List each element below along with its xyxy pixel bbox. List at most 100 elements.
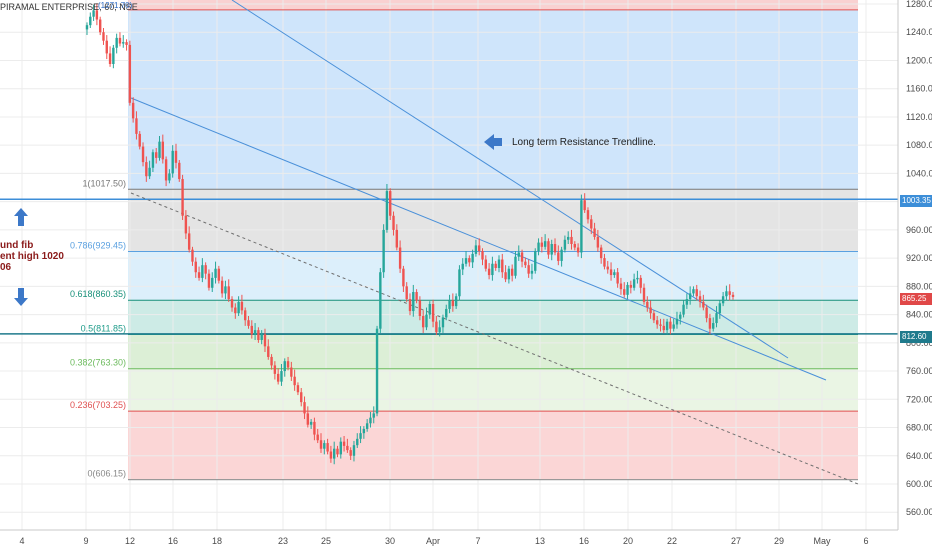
candle-148 xyxy=(573,241,576,251)
candle-36 xyxy=(204,262,207,280)
chart-grid xyxy=(0,0,898,530)
candle-63 xyxy=(293,369,296,391)
candle-91 xyxy=(385,184,389,233)
up-arrow-icon xyxy=(14,208,28,226)
candle-44 xyxy=(230,296,234,312)
candle-0 xyxy=(85,22,89,36)
candle-65 xyxy=(300,388,303,407)
candle-90 xyxy=(382,224,385,278)
candle-9 xyxy=(115,33,118,54)
candle-38 xyxy=(211,272,214,292)
candle-165 xyxy=(629,280,633,294)
candle-66 xyxy=(303,396,306,420)
candle-14 xyxy=(131,97,135,123)
candle-87 xyxy=(372,406,375,424)
candle-196 xyxy=(731,292,735,300)
candle-160 xyxy=(613,269,616,278)
price-tick-2: 1200.00 xyxy=(906,55,932,65)
candle-125 xyxy=(497,255,501,273)
candle-82 xyxy=(356,433,359,448)
candle-92 xyxy=(389,188,392,220)
symbol-title: PIRAMAL ENTERPRISE, 60, NSE xyxy=(0,2,138,12)
candle-32 xyxy=(191,246,194,266)
candle-164 xyxy=(626,282,629,300)
time-tick-16: May xyxy=(813,536,831,546)
price-tick-0: 1280.00 xyxy=(906,0,932,9)
fib-label-3: 0.5(811.85) xyxy=(81,323,126,333)
candle-80 xyxy=(349,447,352,460)
left-note-line-1: und fib xyxy=(0,240,34,251)
candle-110 xyxy=(448,294,451,314)
candle-149 xyxy=(576,243,580,257)
fib-zone-5 xyxy=(128,334,858,369)
candle-46 xyxy=(237,296,240,316)
candle-139 xyxy=(543,234,547,250)
candle-104 xyxy=(428,301,431,319)
candle-3 xyxy=(95,3,99,26)
candle-153 xyxy=(590,215,593,235)
candle-78 xyxy=(342,436,346,452)
candle-141 xyxy=(550,239,553,261)
candle-169 xyxy=(642,283,646,305)
candle-174 xyxy=(659,318,662,332)
candle-138 xyxy=(540,236,544,253)
candle-55 xyxy=(267,339,270,360)
candle-96 xyxy=(402,265,405,292)
candle-115 xyxy=(464,251,468,267)
candle-52 xyxy=(257,327,260,343)
left-note-line-2: ent high 1020 xyxy=(0,251,64,262)
candle-113 xyxy=(458,265,461,301)
resistance-trendline-long xyxy=(231,0,789,359)
fib-label-2: 0.618(860.35) xyxy=(70,289,126,299)
candle-95 xyxy=(398,240,402,273)
price-tick-3: 1160.00 xyxy=(906,84,932,94)
candle-155 xyxy=(596,229,600,252)
time-tick-1: 9 xyxy=(83,536,88,546)
candle-64 xyxy=(296,382,300,396)
candle-39 xyxy=(214,261,217,284)
candle-15 xyxy=(135,111,138,140)
candle-17 xyxy=(141,142,145,167)
fib-zone-0 xyxy=(128,0,858,10)
time-tick-6: 25 xyxy=(321,536,331,546)
candle-157 xyxy=(603,253,606,270)
candle-37 xyxy=(207,269,211,291)
candle-151 xyxy=(583,193,586,213)
candle-58 xyxy=(276,368,280,385)
candlesticks xyxy=(85,3,735,465)
price-axis: 1280.00 1240.00 1200.00 1160.00 1120.00 1080.… xyxy=(897,0,932,550)
candle-1 xyxy=(89,12,92,28)
candle-129 xyxy=(510,264,514,282)
candle-179 xyxy=(675,311,679,329)
candle-168 xyxy=(639,275,642,294)
candle-185 xyxy=(695,284,698,301)
candle-33 xyxy=(194,257,197,278)
candle-194 xyxy=(725,285,728,301)
candle-62 xyxy=(290,361,293,381)
candle-29 xyxy=(181,174,184,220)
candle-22 xyxy=(158,136,161,161)
candle-26 xyxy=(171,145,174,178)
candle-130 xyxy=(514,251,517,279)
candle-116 xyxy=(468,255,471,267)
candle-84 xyxy=(362,426,366,439)
candle-98 xyxy=(408,293,412,316)
candle-12 xyxy=(125,39,128,51)
candle-136 xyxy=(534,248,537,274)
candle-159 xyxy=(609,262,613,281)
candle-48 xyxy=(244,307,247,326)
fib-zone-3 xyxy=(128,251,858,301)
candle-99 xyxy=(412,284,415,317)
time-tick-0: 4 xyxy=(19,536,24,546)
candle-193 xyxy=(721,292,725,307)
candle-127 xyxy=(504,265,507,283)
price-tag-last: 865.25 xyxy=(900,293,932,305)
candle-60 xyxy=(283,358,286,377)
price-tag-1003: 1003.35 xyxy=(900,195,932,207)
resistance-annotation: Long term Resistance Trendline. xyxy=(512,137,656,148)
candle-97 xyxy=(405,282,408,302)
fib-lines xyxy=(0,9,898,481)
time-tick-15: 29 xyxy=(774,536,784,546)
candle-167 xyxy=(636,270,639,284)
